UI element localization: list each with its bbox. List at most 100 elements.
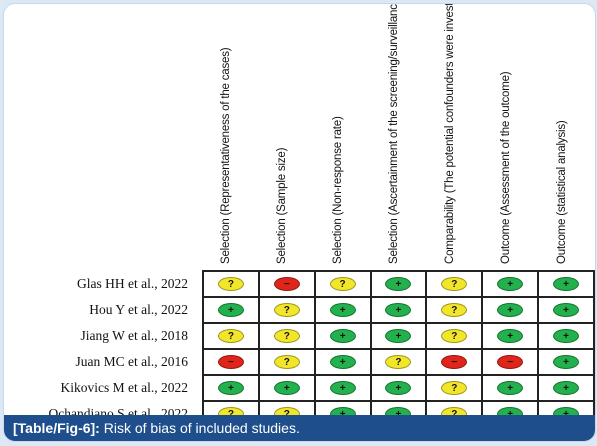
- rating-low-icon: +: [385, 277, 412, 292]
- rating-low-icon: +: [497, 303, 524, 318]
- rating-low-icon: +: [553, 381, 580, 396]
- rating-unclear-icon: ?: [273, 355, 300, 370]
- study-label: Jiang W et al., 2018: [80, 328, 189, 343]
- rating-unclear-icon: ?: [217, 277, 244, 292]
- rating-cell: +: [481, 270, 540, 298]
- table-row: ? −? +? + +: [202, 270, 595, 298]
- column-header-label: Selection (Sample size): [276, 147, 288, 264]
- column-header: Comparability (The potential confounders…: [426, 4, 482, 266]
- rating-unclear-icon: ?: [273, 329, 300, 344]
- rating-cell: ?: [425, 270, 484, 298]
- rating-low-icon: +: [497, 381, 524, 396]
- rating-cell: ?: [257, 348, 316, 376]
- table-row: −? +? − − +: [202, 348, 595, 376]
- rating-cell: +: [202, 374, 260, 402]
- rating-cell: +: [313, 322, 372, 350]
- column-header-label: Outcome (statistical analysis): [556, 120, 568, 264]
- rating-unclear-icon: ?: [441, 329, 468, 344]
- rating-unclear-icon: ?: [441, 277, 468, 292]
- rating-low-icon: +: [385, 381, 412, 396]
- rating-cell: +: [537, 374, 595, 402]
- rating-high-icon: −: [497, 355, 524, 370]
- study-label: Kikovics M et al., 2022: [60, 380, 189, 395]
- rating-cell: +: [481, 374, 540, 402]
- rating-low-icon: +: [497, 329, 524, 344]
- rating-cell: +: [369, 374, 428, 402]
- column-header: Outcome (statistical analysis): [538, 4, 594, 266]
- rating-low-icon: +: [329, 381, 356, 396]
- rating-high-icon: −: [441, 355, 468, 370]
- rating-low-icon: +: [329, 303, 356, 318]
- column-header: Outcome (Assessment of the outcome): [482, 4, 538, 266]
- rating-cell: −: [257, 270, 316, 298]
- study-label: Hou Y et al., 2022: [89, 302, 188, 317]
- rating-cell: +: [481, 322, 540, 350]
- figure-panel: Selection (Representativeness of the cas…: [3, 3, 596, 442]
- row-labels: Glas HH et al., 2022 Hou Y et al., 2022 Ji…: [4, 270, 198, 426]
- rating-low-icon: +: [385, 303, 412, 318]
- rating-cell: ?: [257, 322, 316, 350]
- rating-cell: +: [537, 322, 595, 350]
- rating-cell: +: [537, 348, 595, 376]
- rating-cell: −: [425, 348, 484, 376]
- rating-unclear-icon: ?: [217, 329, 244, 344]
- risk-of-bias-grid: ?−?+?+++?++?++??++?++−?+?−−+++++?++??++?…: [202, 270, 595, 428]
- rating-cell: +: [537, 270, 595, 298]
- column-header-label: Comparability (The potential confounders…: [444, 3, 456, 264]
- rating-low-icon: +: [385, 329, 412, 344]
- column-header: Selection (Sample size): [258, 4, 314, 266]
- rating-unclear-icon: ?: [273, 303, 300, 318]
- column-header-label: Selection (Non-response rate): [332, 116, 344, 264]
- rating-low-icon: +: [329, 329, 356, 344]
- rating-cell: +: [369, 322, 428, 350]
- rating-cell: −: [481, 348, 540, 376]
- column-header-label: Selection (Representativeness of the cas…: [220, 47, 232, 264]
- rating-low-icon: +: [553, 303, 580, 318]
- rating-low-icon: +: [329, 355, 356, 370]
- rating-high-icon: −: [217, 355, 244, 370]
- rating-cell: +: [313, 296, 372, 324]
- column-header-label: Selection (Ascertainment of the screenin…: [388, 3, 400, 264]
- rating-cell: +: [369, 296, 428, 324]
- rating-cell: ?: [202, 270, 260, 298]
- rating-cell: +: [313, 374, 372, 402]
- rating-cell: ?: [369, 348, 428, 376]
- rating-unclear-icon: ?: [385, 355, 412, 370]
- column-header: Selection (Representativeness of the cas…: [202, 4, 258, 266]
- rating-unclear-icon: ?: [329, 277, 356, 292]
- column-headers: Selection (Representativeness of the cas…: [202, 4, 582, 266]
- rating-low-icon: +: [553, 329, 580, 344]
- rating-cell: +: [257, 374, 316, 402]
- rating-unclear-icon: ?: [441, 303, 468, 318]
- column-header-label: Outcome (Assessment of the outcome): [500, 71, 512, 264]
- rating-cell: ?: [202, 322, 260, 350]
- rating-cell: +: [481, 296, 540, 324]
- rating-cell: +: [537, 296, 595, 324]
- rating-cell: ?: [257, 296, 316, 324]
- rating-cell: ?: [425, 296, 484, 324]
- rating-cell: +: [202, 296, 260, 324]
- caption-label: [Table/Fig-6]:: [13, 420, 100, 436]
- study-label: Juan MC et al., 2016: [75, 354, 189, 369]
- rating-cell: ?: [425, 322, 484, 350]
- rating-low-icon: +: [217, 381, 244, 396]
- rating-cell: ?: [313, 270, 372, 298]
- rating-low-icon: +: [273, 381, 300, 396]
- rating-low-icon: +: [553, 277, 580, 292]
- column-header: Selection (Ascertainment of the screenin…: [370, 4, 426, 266]
- rating-cell: ?: [425, 374, 484, 402]
- figure-caption: [Table/Fig-6]: Risk of bias of included …: [4, 415, 595, 441]
- rating-unclear-icon: ?: [441, 381, 468, 396]
- rating-cell: +: [369, 270, 428, 298]
- rating-cell: −: [202, 348, 260, 376]
- rating-low-icon: +: [217, 303, 244, 318]
- table-row: +? + +? + +: [202, 296, 595, 324]
- rating-low-icon: +: [553, 355, 580, 370]
- rating-low-icon: +: [497, 277, 524, 292]
- table-row: ?? + +? + +: [202, 322, 595, 350]
- study-label: Glas HH et al., 2022: [77, 276, 188, 291]
- rating-high-icon: −: [273, 277, 300, 292]
- caption-text: Risk of bias of included studies.: [99, 420, 300, 436]
- column-header: Selection (Non-response rate): [314, 4, 370, 266]
- rating-cell: +: [313, 348, 372, 376]
